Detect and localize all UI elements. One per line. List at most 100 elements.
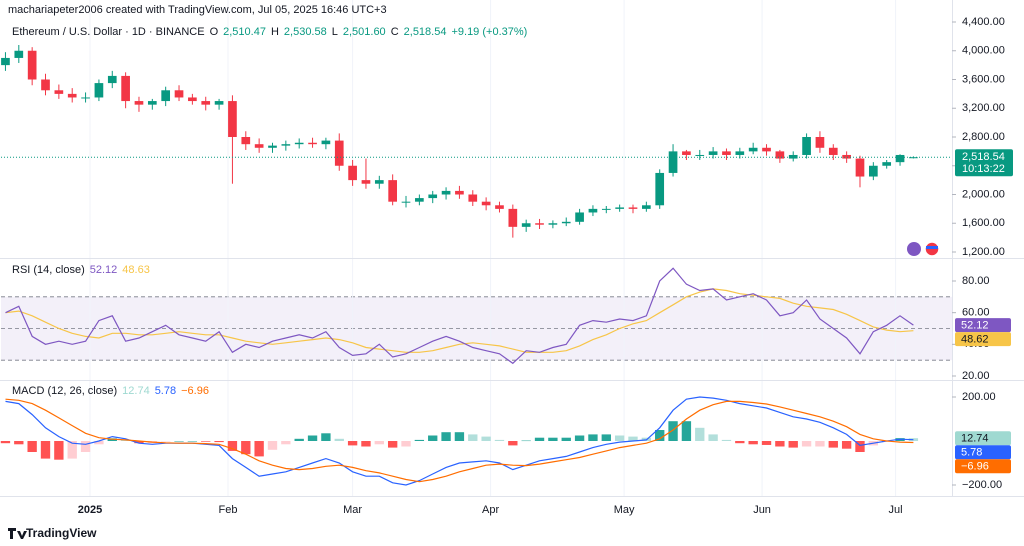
candle-body [374,180,384,184]
y-tick-label: 2,000.00 [962,188,1005,200]
change-value: +9.19 (+0.37%) [451,26,528,38]
histogram-bar [681,421,692,441]
axis-value-badge [955,332,1011,347]
legend-value: 5.78 [154,385,177,397]
candle-body [548,223,558,225]
candle-body [468,194,478,202]
y-tick-label: 200.00 [962,391,996,403]
candle-body [455,190,464,195]
candle-body [294,142,304,145]
ohlc-key: C [390,26,399,38]
candle-body [161,90,171,102]
credit-text: machariapeter2006 created with TradingVi… [8,4,387,16]
candle-body [615,207,624,209]
histogram-bar [254,441,264,457]
histogram-bar [454,432,465,441]
histogram-bar [0,441,11,444]
candle-body [535,223,544,225]
candle-body [415,198,424,202]
y-tick-label: 1,200.00 [962,246,1005,258]
candle-body [174,90,184,98]
y-tick-label: 20.00 [962,370,990,382]
event-icon[interactable] [907,242,921,256]
candle-body [188,97,197,102]
histogram-bar [267,441,278,450]
histogram-bar [588,434,598,441]
candle-body [882,162,892,166]
histogram-bar [841,441,852,449]
histogram-bar [574,435,585,441]
axis-value-badge [955,459,1011,474]
candle-body [228,101,237,137]
histogram-bar [761,441,772,445]
histogram-bar [614,435,625,441]
histogram-bar [361,441,371,447]
y-tick-label: 1,600.00 [962,217,1005,229]
histogram-bar [668,421,678,441]
rsi-legend: RSI (14, close) 52.12 48.63 [12,263,150,277]
candle-body [268,145,277,148]
last-price-label: 2,518.54 [962,151,1005,163]
histogram-bar [134,441,144,444]
candle-body [254,144,264,148]
histogram-bar [227,441,238,451]
candle-body [722,151,731,155]
candle-body [281,144,291,146]
histogram-bar [241,441,251,455]
histogram-bar [161,441,171,442]
candle-body [94,83,104,98]
indicator-line [5,267,914,365]
candle-body [14,50,24,58]
candle-body [682,151,691,155]
histogram-bar [414,439,425,441]
axis-value-badge [955,431,1011,446]
histogram-bar [334,438,344,441]
histogram-bar [201,441,211,442]
indicator-title: MACD (12, 26, close) [12,385,118,397]
candle-body [67,93,77,98]
brand-name: TradingView [26,526,97,540]
candle-body [54,90,64,94]
candle-body [41,79,50,91]
candle-body [895,154,905,163]
histogram-bar [855,441,865,452]
y-tick-label: 3,600.00 [962,73,1005,85]
histogram-bar [628,436,638,441]
candle-body [495,205,504,209]
candle-body [388,180,398,202]
histogram-bar [534,437,545,441]
candle-body [27,50,37,80]
histogram-bar [494,439,505,441]
x-tick-label: Apr [482,504,499,516]
last-price-badge [955,149,1013,177]
candle-body [321,140,331,145]
y-tick-label: 60.00 [962,307,990,319]
candle-body [201,101,211,105]
candle-body [642,205,651,209]
ohlc-value: 2,510.47 [223,26,266,38]
histogram-bar [801,441,812,447]
histogram-bar [721,439,732,441]
event-icon-flag [926,246,938,249]
candle-body [575,212,584,222]
x-tick-label: May [614,504,635,516]
candle-body [107,75,117,84]
candle-body [655,172,665,206]
histogram-bar [80,441,91,452]
bar-countdown: 10:13:22 [962,163,1005,175]
histogram-bar [708,434,718,441]
ohlc-value: 2,518.54 [403,26,447,38]
axis-value-label: 52.12 [961,320,989,332]
candle-body [147,101,157,105]
histogram-bar [748,441,758,445]
candle-body [601,208,611,210]
histogram-bar [67,441,77,459]
candle-body [214,101,224,105]
ohlc-value: 2,530.58 [283,26,327,38]
candle-body [441,190,451,195]
legend-value: −6.96 [181,385,209,397]
axis-value-label: −6.96 [961,461,989,473]
x-tick-label: Jul [889,504,903,516]
candle-body [748,147,758,152]
